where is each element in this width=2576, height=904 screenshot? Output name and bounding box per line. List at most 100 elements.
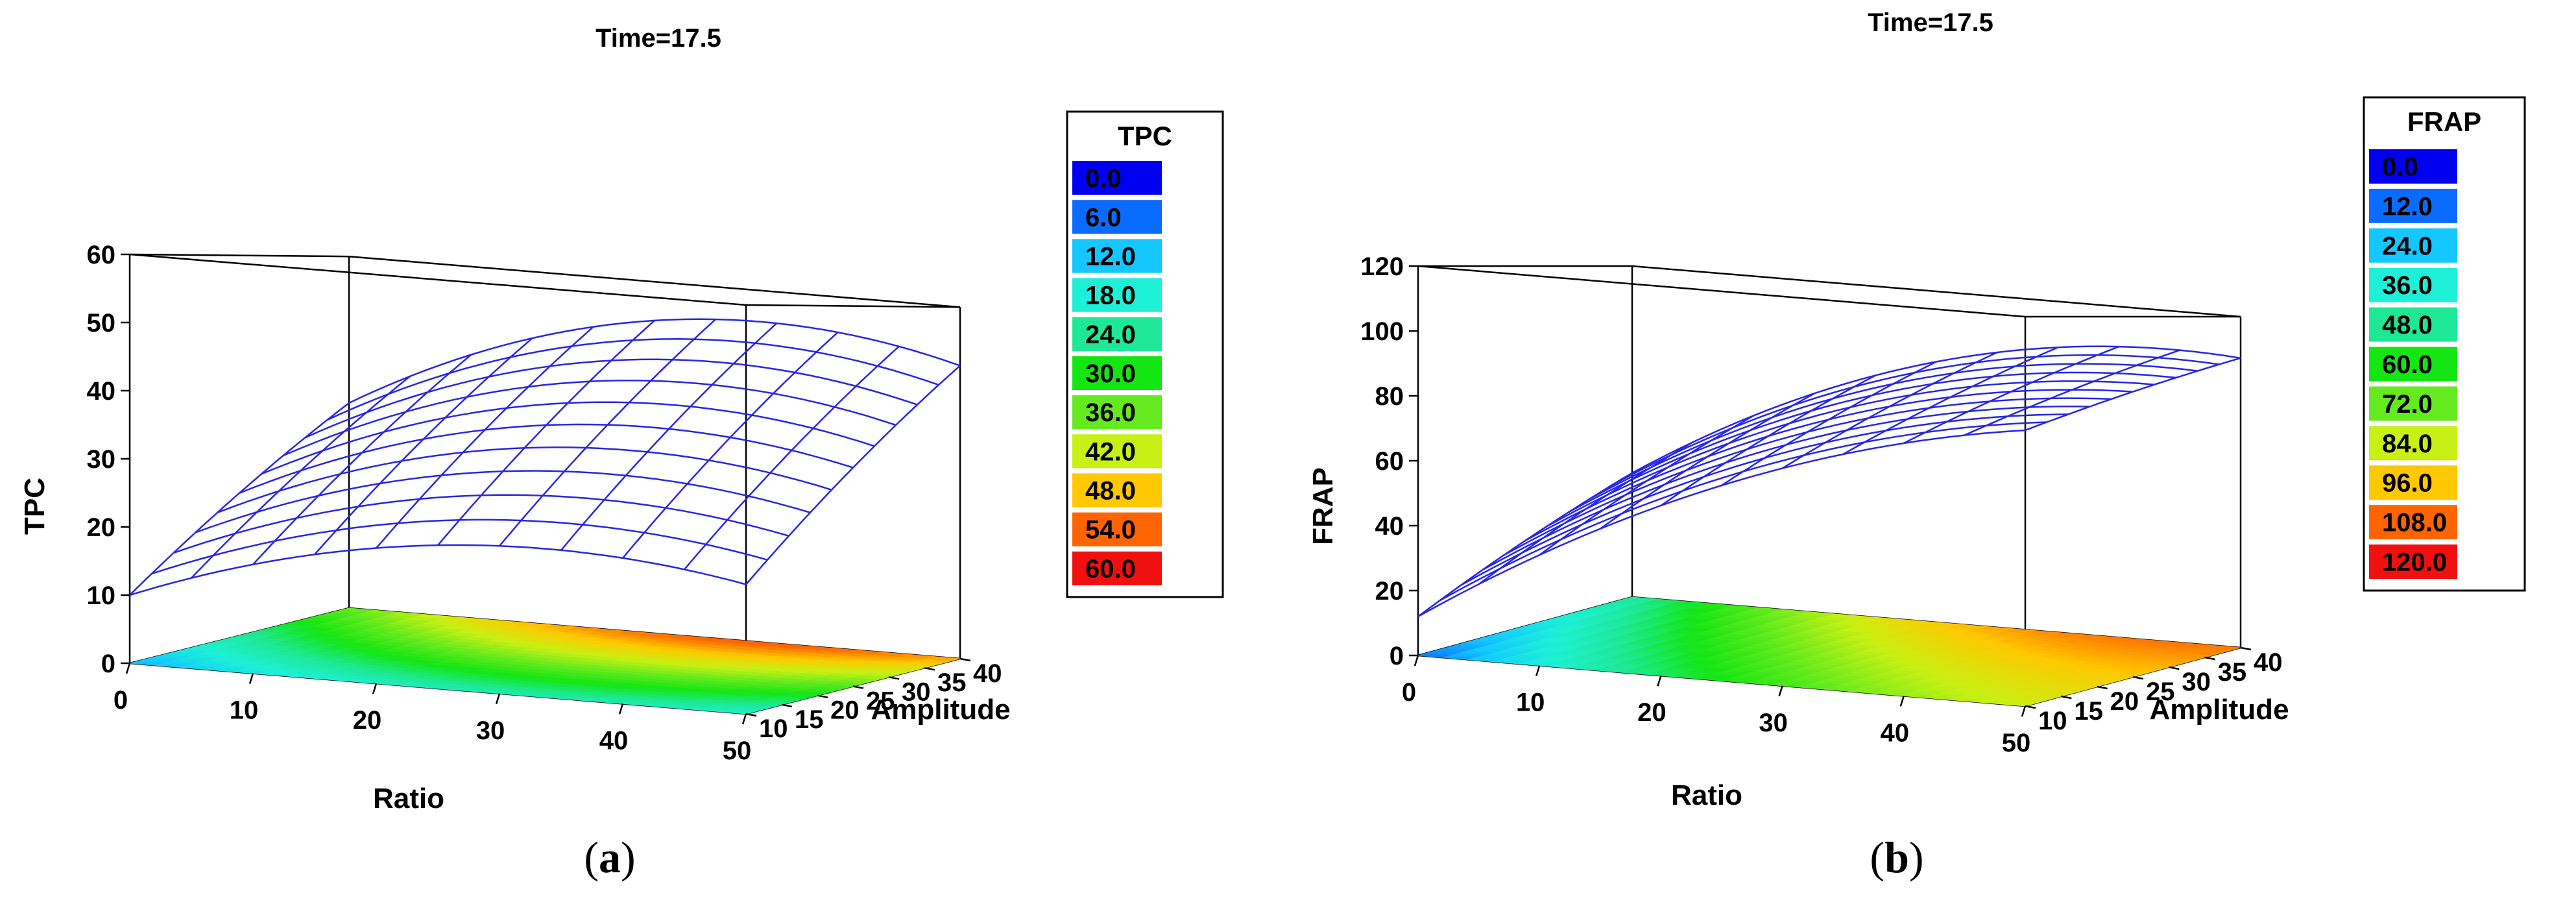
- y-tick-label: 25: [2146, 678, 2175, 706]
- panel-caption-a: (a): [584, 833, 636, 882]
- legend-label: 108.0: [2382, 509, 2447, 537]
- x-tick-mark: [248, 673, 254, 684]
- y-tick-label: 35: [937, 668, 967, 697]
- legend-label: 120.0: [2382, 548, 2447, 577]
- x-tick-label: 30: [476, 716, 505, 745]
- x-tick-mark: [1778, 685, 1783, 697]
- legend-label: 72.0: [2382, 390, 2433, 419]
- legend: FRAP 0.0 12.0 24.0 36.0 48.0 60.0 72.0 84.0 96.0 1…: [2363, 96, 2526, 592]
- legend-swatch: [1072, 278, 1162, 312]
- x-tick-label: 30: [1759, 709, 1788, 737]
- legend-label: 60.0: [2382, 350, 2433, 379]
- box-edge: [1417, 265, 2026, 318]
- legend-swatch: [2369, 228, 2457, 263]
- surface-line: [195, 470, 811, 533]
- x-tick-label: 20: [1637, 698, 1667, 727]
- z-tick-label: 10: [87, 581, 116, 610]
- legend-label: 54.0: [1085, 516, 1136, 544]
- legend-swatch: [2369, 426, 2457, 461]
- box-edge: [1631, 265, 2241, 318]
- z-tick-label: 40: [87, 377, 116, 406]
- legend-swatch: [2369, 465, 2457, 500]
- surface-wireframe: [1417, 345, 2241, 618]
- floor-contour: [1417, 596, 2241, 707]
- z-tick-label: 0: [1390, 642, 1404, 670]
- legend-label: 48.0: [2382, 311, 2433, 339]
- y-tick-mark: [817, 694, 828, 698]
- panel-caption-label: a: [599, 833, 621, 882]
- surface-line: [283, 380, 897, 457]
- x-axis-label: Ratio: [373, 783, 444, 814]
- y-tick-mark: [2061, 695, 2072, 700]
- x-tick-label: 10: [1516, 689, 1545, 717]
- chart-panel-b: Time=17.5 0 20 40 60 80 100 120 0 10 20 30 40 50 10 15 2…: [1288, 0, 2576, 904]
- legend-swatch: [1072, 239, 1162, 273]
- surface-line: [173, 494, 789, 554]
- y-tick-label: 20: [830, 696, 860, 725]
- legend-label: 12.0: [2382, 192, 2433, 221]
- legend-label: 24.0: [1085, 321, 1136, 349]
- y-tick-mark: [852, 685, 864, 689]
- surface-line: [252, 354, 472, 565]
- z-tick-label: 50: [87, 309, 116, 337]
- x-tick-label: 20: [353, 706, 382, 735]
- legend-swatch: [1072, 161, 1162, 195]
- legend-swatch: [2369, 544, 2457, 579]
- surface-line: [239, 423, 854, 494]
- legend-swatch: [2369, 347, 2457, 382]
- surface-line: [1460, 413, 2069, 586]
- legend-label: 36.0: [1085, 398, 1136, 427]
- z-tick-label: 40: [1375, 512, 1404, 541]
- x-tick-label: 40: [1881, 718, 1910, 747]
- surface-line: [1546, 380, 2155, 528]
- x-tick-label: 10: [230, 696, 259, 725]
- surface-line: [560, 323, 778, 551]
- surface-line: [1631, 345, 2241, 474]
- legend-swatch: [1072, 395, 1162, 430]
- y-tick-mark: [2169, 666, 2180, 670]
- legend-swatch: [2369, 386, 2457, 421]
- legend-label: 48.0: [1085, 477, 1136, 506]
- y-tick-mark: [2097, 685, 2108, 690]
- y-tick-mark: [781, 703, 793, 708]
- legend: TPC 0.0 6.0 12.0 18.0 24.0 30.0 36.0 42.0 48.0 54.…: [1066, 110, 1224, 598]
- panel-caption-b: (b): [1870, 833, 1924, 882]
- surface-line: [1417, 429, 2026, 618]
- legend-swatch: [1072, 551, 1162, 585]
- x-tick-mark: [1535, 665, 1541, 676]
- x-tick-mark: [495, 693, 501, 705]
- z-tick-label: 20: [87, 513, 116, 542]
- y-axis-label: Amplitude: [2149, 694, 2289, 726]
- x-tick-label: 50: [2002, 729, 2031, 757]
- surface-line: [1524, 389, 2134, 542]
- y-tick-label: 10: [759, 715, 788, 743]
- floor-contour: [129, 607, 961, 715]
- box-edge: [129, 253, 350, 258]
- x-tick-mark: [741, 713, 747, 725]
- y-tick-mark: [888, 676, 900, 680]
- legend-swatch: [2369, 267, 2457, 302]
- z-tick-label: 60: [87, 241, 116, 269]
- y-tick-mark: [959, 657, 971, 662]
- legend-swatch: [2369, 307, 2457, 342]
- surface-line: [129, 544, 747, 596]
- legend-swatch: [1072, 317, 1162, 351]
- y-tick-label: 10: [2038, 707, 2067, 735]
- x-tick-mark: [125, 663, 131, 674]
- x-tick-label: 0: [114, 686, 128, 715]
- surface-line: [2025, 357, 2241, 432]
- box-edge: [745, 304, 961, 308]
- legend-swatch: [2369, 149, 2457, 184]
- z-axis-label: TPC: [19, 478, 51, 535]
- y-tick-label: 20: [2110, 687, 2139, 716]
- legend-title: FRAP: [2407, 106, 2481, 137]
- y-tick-label: 30: [902, 678, 931, 706]
- legend-swatch: [1072, 512, 1162, 546]
- box-edge: [129, 253, 747, 306]
- x-tick-mark: [1899, 696, 1905, 707]
- z-axis-label: FRAP: [1307, 467, 1339, 545]
- surface-line: [1589, 363, 2198, 500]
- legend-label: 0.0: [2382, 153, 2418, 181]
- x-tick-mark: [2021, 705, 2027, 717]
